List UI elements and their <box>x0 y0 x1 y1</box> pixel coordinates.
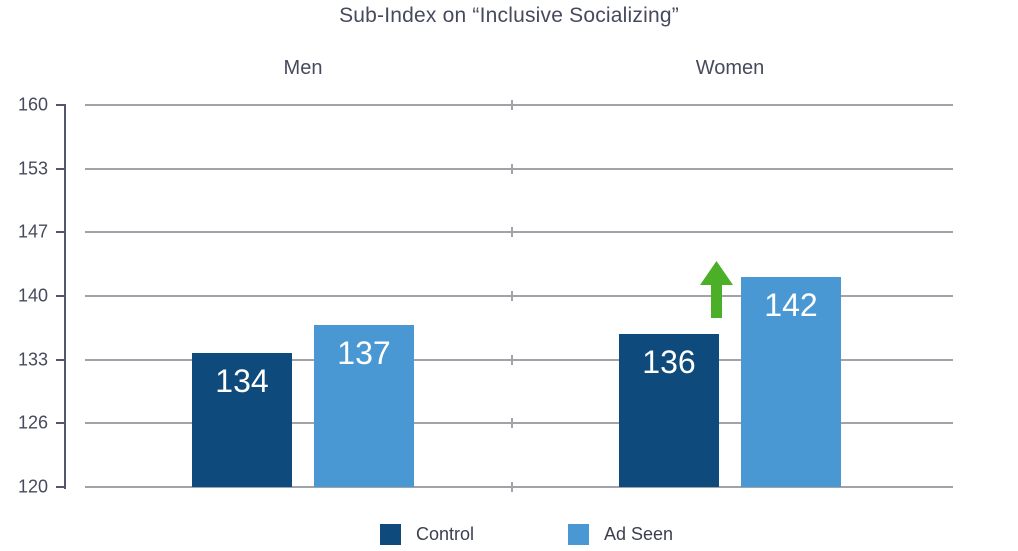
group-label-women: Women <box>695 57 765 79</box>
bar-men-ad-seen: 137 <box>314 324 414 487</box>
y-tick-label: 153 <box>17 158 48 179</box>
up-arrow-icon <box>700 261 733 323</box>
center-axis-tick <box>511 418 513 429</box>
y-tick-label: 133 <box>17 349 48 370</box>
legend-item-ad-seen: Ad Seen <box>568 524 673 545</box>
y-axis-tick <box>56 422 65 425</box>
y-axis-line <box>64 104 66 489</box>
y-tick-label: 160 <box>17 94 48 115</box>
gridline <box>85 104 953 106</box>
gridline <box>85 422 953 425</box>
y-tick-label: 147 <box>17 221 48 242</box>
bar-women-control: 136 <box>619 334 719 487</box>
center-axis-tick <box>511 354 513 365</box>
y-tick-label: 126 <box>17 412 48 433</box>
center-axis-tick <box>511 291 513 301</box>
y-axis-tick <box>56 231 65 234</box>
legend-item-control: Control <box>380 524 474 545</box>
y-axis-tick <box>56 358 65 361</box>
y-axis-tick <box>56 104 65 106</box>
gridline <box>85 486 953 488</box>
bar-men-control: 134 <box>192 353 292 487</box>
gridline <box>85 231 953 234</box>
bar-value-label: 137 <box>337 334 391 371</box>
legend-swatch-control <box>380 524 401 545</box>
y-axis-tick <box>56 486 65 488</box>
y-tick-label: 140 <box>17 285 48 306</box>
bar-women-ad-seen: 142 <box>741 276 841 487</box>
center-axis-tick <box>511 163 513 174</box>
bar-value-label: 136 <box>642 344 696 381</box>
y-axis-tick <box>56 167 65 170</box>
legend-label: Control <box>416 524 475 544</box>
chart-title: Sub-Index on “Inclusive Socializing” <box>339 4 679 27</box>
legend-label: Ad Seen <box>604 524 674 544</box>
legend-swatch-ad-seen <box>568 524 589 545</box>
gridline <box>85 167 953 170</box>
center-axis-tick <box>511 100 513 110</box>
y-tick-label: 120 <box>17 476 48 497</box>
group-label-men: Men <box>283 57 323 79</box>
bar-value-label: 134 <box>215 363 269 400</box>
center-axis-tick <box>511 227 513 238</box>
gridline <box>85 295 953 297</box>
gridline <box>85 358 953 361</box>
y-axis-tick <box>56 295 65 297</box>
center-axis-tick <box>511 482 513 492</box>
bar-value-label: 142 <box>764 286 818 323</box>
